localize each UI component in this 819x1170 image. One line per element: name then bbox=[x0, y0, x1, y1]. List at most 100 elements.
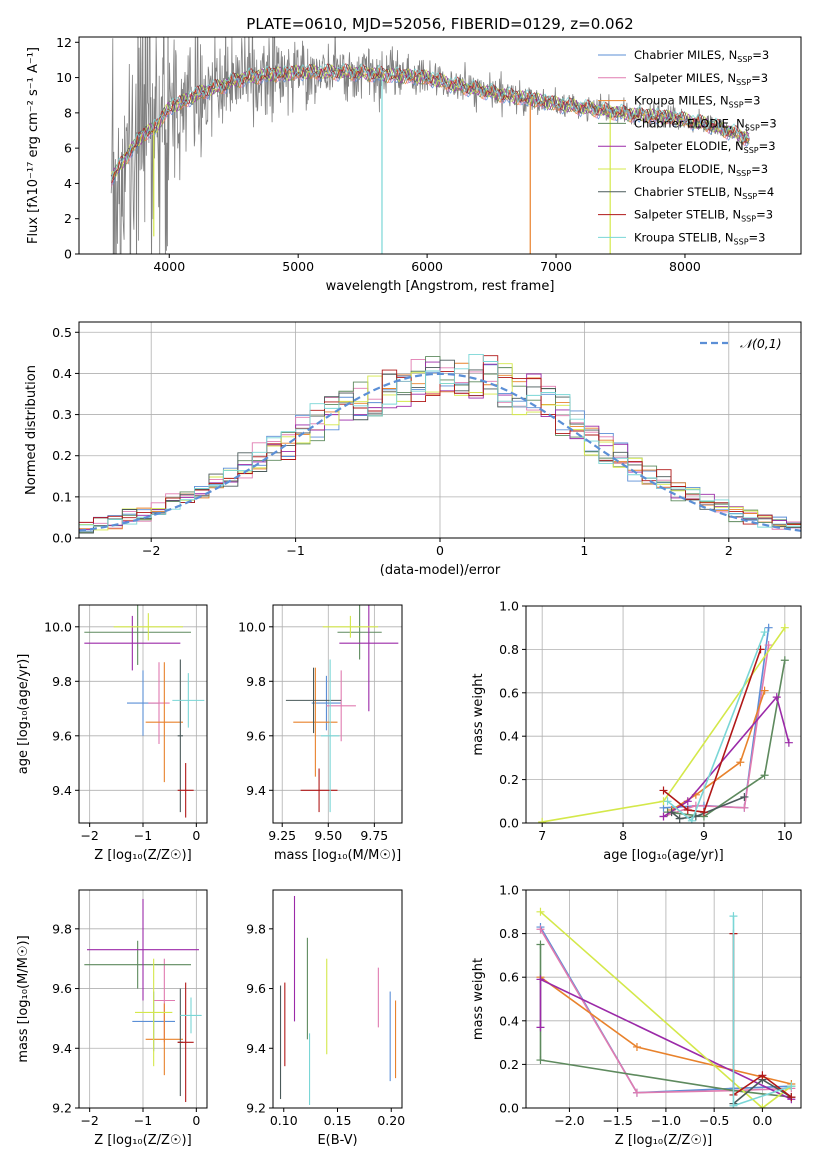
z-weight-marker bbox=[632, 1088, 641, 1097]
spectrum-model-3 bbox=[111, 65, 750, 176]
spectrum-ytick-label: 4 bbox=[64, 176, 72, 191]
z-weight-marker bbox=[536, 1023, 545, 1032]
ebv-mass-xlabel: E(B-V) bbox=[317, 1133, 357, 1148]
mass-age-point-6 bbox=[285, 667, 342, 734]
age-weight-marker bbox=[659, 812, 668, 821]
spectrum-legend: Chabrier MILES, NSSP=3 Salpeter MILES, NS… bbox=[598, 48, 777, 246]
age-weight-xtick-label: 9 bbox=[700, 828, 708, 843]
age-weight-marker bbox=[538, 817, 547, 823]
spectrum-model-7 bbox=[111, 63, 750, 183]
age-weight-marker bbox=[764, 641, 773, 650]
residuals-xlabel: (data-model)/error bbox=[380, 563, 501, 578]
z-weight-frame bbox=[525, 889, 802, 1109]
spectrum-model-8 bbox=[110, 63, 750, 181]
age-weight-ylabel: mass weight bbox=[471, 673, 486, 755]
z-weight-plot-area bbox=[536, 907, 796, 1108]
z-mass-panel: −2 −1 0 9.2 9.4 9.6 9.8 Z [log₁₀(Z/Z☉)] mass [lo… bbox=[16, 889, 208, 1148]
residuals-ytick-label: 0.2 bbox=[52, 448, 72, 463]
age-weight-marker bbox=[675, 814, 684, 823]
age-weight-series-2 bbox=[671, 690, 766, 811]
z-age-ylabel: age [log₁₀(age/yr)] bbox=[16, 654, 31, 775]
z-weight-marker bbox=[787, 1082, 796, 1091]
legend-label-6: Chabrier STELIB, NSSP=4 bbox=[634, 185, 774, 201]
z-age-xtick-label: −2 bbox=[80, 828, 98, 843]
age-weight-marker bbox=[760, 628, 769, 637]
mass-age-point-5 bbox=[322, 615, 379, 638]
z-mass-xtick-label: 0 bbox=[192, 1113, 200, 1128]
mass-age-point-7 bbox=[300, 768, 338, 813]
residuals-xtick-label: 0 bbox=[436, 543, 444, 558]
z-mass-ytick-label: 9.6 bbox=[52, 981, 72, 996]
age-weight-marker bbox=[780, 623, 789, 632]
z-weight-marker bbox=[536, 907, 545, 916]
z-weight-xtick-label: −1.0 bbox=[651, 1113, 681, 1128]
z-weight-xtick-label: −0.5 bbox=[699, 1113, 729, 1128]
legend-label-8: Kroupa STELIB, NSSP=3 bbox=[634, 230, 765, 246]
z-age-point-8 bbox=[172, 673, 205, 728]
z-mass-xlabel: Z [log₁₀(Z/Z☉)] bbox=[94, 1133, 191, 1148]
spectrum-xtick-label: 5000 bbox=[282, 259, 314, 274]
age-weight-marker bbox=[740, 792, 749, 801]
mass-age-xlabel: mass [log₁₀(M/M☉)] bbox=[274, 848, 401, 863]
age-weight-plot-area bbox=[538, 623, 793, 823]
z-weight-series-5 bbox=[539, 911, 792, 1108]
spectrum-xtick-label: 8000 bbox=[669, 259, 701, 274]
z-weight-xtick-label: −1.5 bbox=[602, 1113, 632, 1128]
z-weight-marker bbox=[758, 1071, 767, 1080]
z-weight-marker bbox=[536, 940, 545, 949]
mass-age-point-8 bbox=[320, 659, 340, 813]
z-mass-point-5 bbox=[135, 958, 173, 1067]
z-age-point-3 bbox=[84, 605, 191, 665]
ebv-mass-panel: 0.10 0.15 0.20 9.2 9.4 9.6 9.8 E(B-V) bbox=[246, 889, 405, 1148]
z-weight-ytick-label: 0.6 bbox=[499, 970, 519, 985]
spectrum-xtick-label: 6000 bbox=[411, 259, 443, 274]
z-weight-ytick-label: 1.0 bbox=[499, 883, 519, 898]
spectrum-ytick-label: 6 bbox=[64, 141, 72, 156]
age-weight-xtick-label: 7 bbox=[538, 828, 546, 843]
residuals-ytick-label: 0.4 bbox=[52, 366, 72, 381]
spectrum-ytick-label: 0 bbox=[64, 247, 72, 262]
age-weight-ytick-label: 1.0 bbox=[499, 599, 519, 614]
spectrum-panel: 4000 5000 6000 7000 8000 0 2 4 6 8 10 12 wavelength … bbox=[26, 35, 802, 294]
age-weight-marker bbox=[683, 805, 692, 814]
spectrum-ytick-label: 10 bbox=[56, 70, 72, 85]
age-weight-marker bbox=[667, 808, 676, 817]
age-weight-marker bbox=[772, 693, 781, 702]
age-weight-marker bbox=[740, 803, 749, 812]
z-weight-marker bbox=[729, 1101, 738, 1108]
spectrum-xtick-label: 7000 bbox=[540, 259, 572, 274]
mass-age-plot-area bbox=[285, 605, 399, 813]
spectrum-ytick-label: 2 bbox=[64, 211, 72, 226]
residuals-ylabel: Normed distribution bbox=[24, 365, 39, 495]
z-mass-plot-area bbox=[84, 898, 202, 1103]
residuals-panel: −2 −1 0 1 2 0.0 0.1 0.2 0.3 0.4 0.5 (data-model)/er… bbox=[24, 321, 802, 578]
ebv-mass-xtick-label: 0.15 bbox=[324, 1113, 352, 1128]
legend-label-0: Chabrier MILES, NSSP=3 bbox=[634, 48, 769, 64]
ebv-mass-ytick-label: 9.4 bbox=[246, 1041, 266, 1056]
residuals-xtick-label: 2 bbox=[725, 543, 733, 558]
mass-age-panel: 9.25 9.50 9.75 9.4 9.6 9.8 10.0 mass [log₁₀(M/M… bbox=[238, 604, 403, 863]
residuals-legend-label: 𝒩(0,1) bbox=[740, 336, 782, 351]
residuals-xtick-label: 1 bbox=[580, 543, 588, 558]
legend-label-4: Salpeter ELODIE, NSSP=3 bbox=[634, 139, 776, 155]
spectrum-ytick-label: 8 bbox=[64, 105, 72, 120]
z-mass-point-7 bbox=[177, 982, 194, 1103]
mass-age-xtick-label: 9.50 bbox=[314, 828, 342, 843]
z-mass-ylabel: mass [log₁₀(M/M☉)] bbox=[16, 935, 31, 1062]
age-weight-marker bbox=[736, 758, 745, 767]
mass-age-ytick-label: 9.4 bbox=[246, 783, 266, 798]
age-weight-marker bbox=[699, 808, 708, 817]
spectrum-ylabel: Flux [fλ10⁻¹⁷ erg cm⁻² s⁻¹ A⁻¹] bbox=[26, 47, 41, 244]
figure-title: PLATE=0610, MJD=52056, FIBERID=0129, z=0… bbox=[246, 15, 633, 33]
z-age-point-6 bbox=[177, 659, 183, 813]
age-weight-series-4 bbox=[663, 695, 790, 818]
age-weight-frame bbox=[525, 605, 802, 824]
spectrum-xtick-label: 4000 bbox=[153, 259, 185, 274]
z-mass-point-2 bbox=[145, 1003, 183, 1076]
age-weight-marker bbox=[683, 797, 692, 806]
age-weight-marker bbox=[760, 686, 769, 695]
z-weight-marker bbox=[632, 1042, 641, 1051]
age-weight-marker bbox=[687, 816, 696, 823]
ebv-mass-plot-area bbox=[279, 895, 397, 1106]
age-weight-marker bbox=[760, 771, 769, 780]
